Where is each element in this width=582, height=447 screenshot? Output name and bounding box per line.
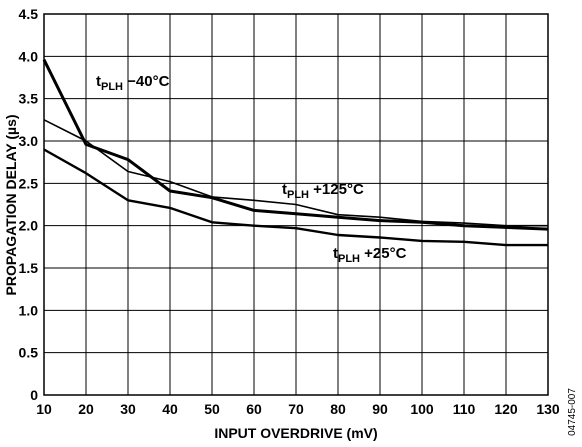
y-axis-title: PROPAGATION DELAY (µs) (3, 114, 19, 295)
x-axis-title: INPUT OVERDRIVE (mV) (214, 425, 377, 441)
x-tick-label: 20 (78, 401, 94, 417)
series-label-plus125: tPLH +125°C (282, 181, 364, 201)
series-line-0 (42, 59, 549, 231)
y-tick-label: 0 (30, 387, 38, 403)
x-tick-label: 100 (410, 401, 434, 417)
y-tick-label: 2.0 (19, 218, 39, 234)
x-tick-label: 50 (204, 401, 220, 417)
y-tick-label: 4.5 (19, 6, 39, 22)
x-tick-label: 80 (330, 401, 346, 417)
series-lines (42, 59, 549, 247)
y-tick-label: 1.0 (19, 302, 39, 318)
x-tick-label: 40 (162, 401, 178, 417)
figure-id: 04745-007 (567, 388, 578, 436)
plot-frame (43, 13, 549, 396)
x-tick-label: 60 (246, 401, 262, 417)
y-tick-labels: 0 0.5 1.0 1.5 2.0 2.5 3.0 3.5 4.0 4.5 (19, 6, 39, 403)
y-tick-label: 1.5 (19, 260, 39, 276)
series-labels: tPLH −40°C tPLH +125°C tPLH +25°C (96, 73, 407, 265)
x-tick-label: 30 (120, 401, 136, 417)
x-tick-label: 90 (372, 401, 388, 417)
series-line-2 (43, 148, 548, 247)
x-tick-label: 110 (453, 401, 476, 417)
series-line-1 (43, 119, 548, 227)
x-tick-label: 70 (288, 401, 304, 417)
x-tick-label: 120 (494, 401, 518, 417)
series-label-minus40: tPLH −40°C (96, 73, 170, 93)
y-tick-label: 3.5 (19, 91, 39, 107)
x-tick-label: 130 (536, 401, 560, 417)
series-label-plus25: tPLH +25°C (333, 245, 407, 265)
y-tick-label: 2.5 (19, 175, 39, 191)
x-tick-label: 10 (36, 401, 52, 417)
y-tick-label: 4.0 (19, 48, 39, 64)
y-tick-label: 0.5 (19, 345, 39, 361)
y-tick-label: 3.0 (19, 133, 39, 149)
x-tick-labels: 10 20 30 40 50 60 70 80 90 100 110 120 130 (36, 401, 560, 417)
